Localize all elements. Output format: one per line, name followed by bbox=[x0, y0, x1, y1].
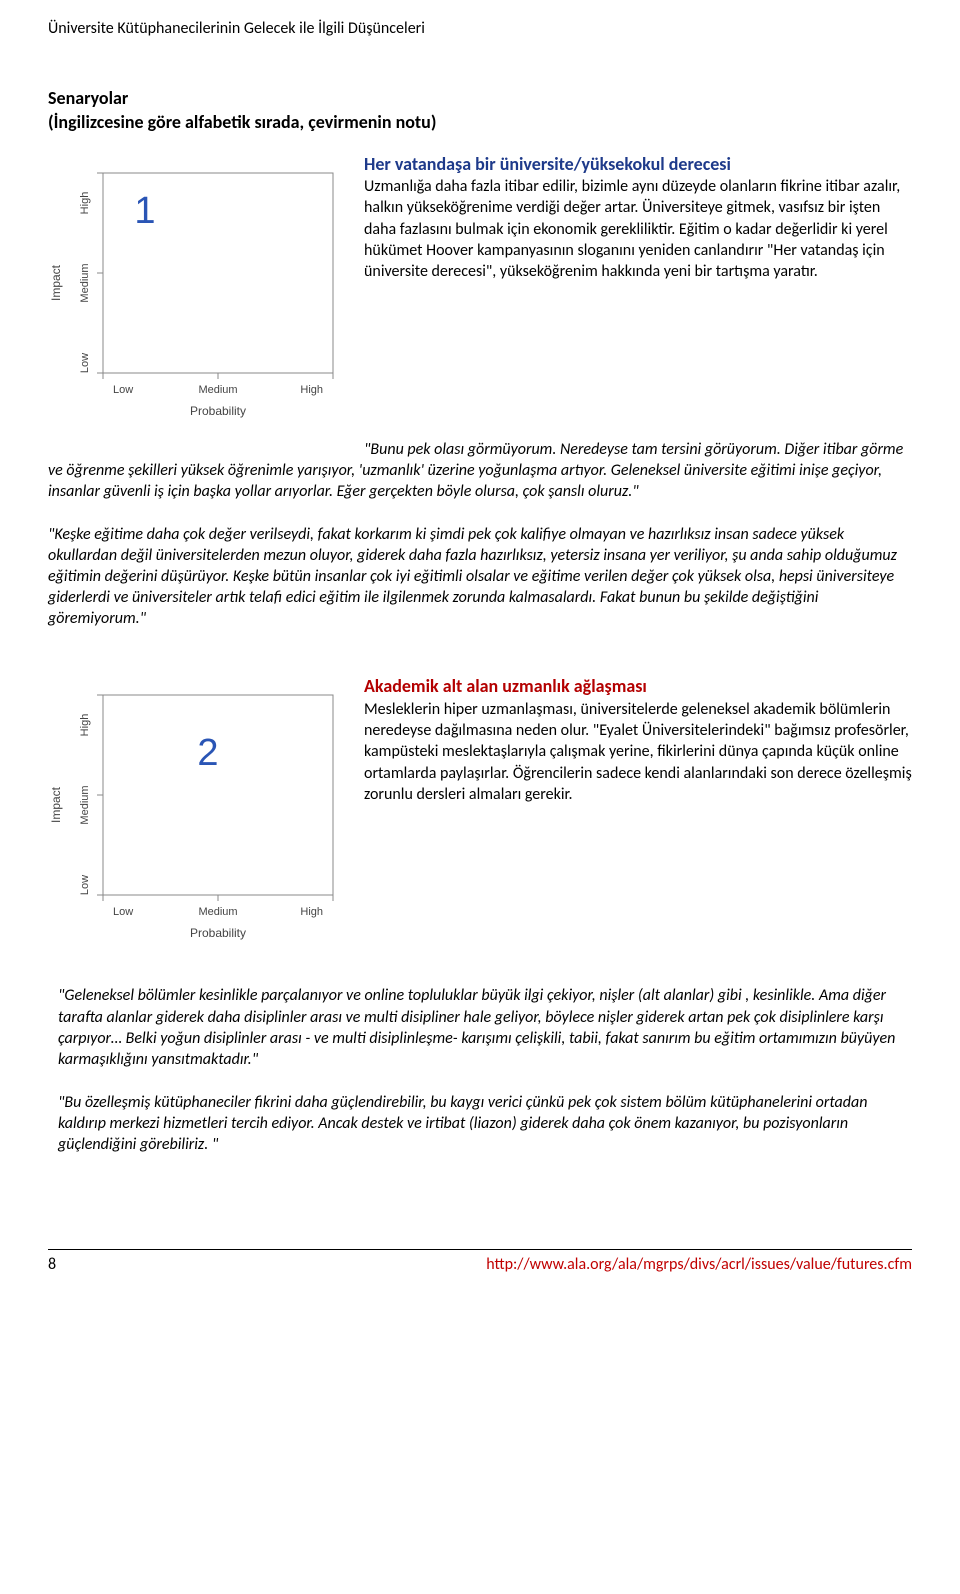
chart1-x-mid: Medium bbox=[198, 384, 237, 396]
chart1-x-low: Low bbox=[113, 384, 133, 396]
page-footer: 8 http://www.ala.org/ala/mgrps/divs/acrl… bbox=[48, 1249, 912, 1275]
scenario2-quote1: "Geleneksel bölümler kesinlikle parçalan… bbox=[48, 985, 912, 1069]
section-subheading: (İngilizcesine göre alfabetik sırada, çe… bbox=[48, 111, 912, 135]
scenario1-body: Uzmanlığa daha fazla itibar edilir, bizi… bbox=[364, 176, 912, 282]
chart2-number: 2 bbox=[197, 732, 218, 774]
chart1-x-high: High bbox=[300, 384, 323, 396]
scenario-1: Impact Low Medium High Low Medium High P… bbox=[48, 153, 912, 433]
chart2-y-high: High bbox=[79, 714, 91, 737]
chart2-y-low: Low bbox=[79, 875, 91, 895]
impact-probability-chart-1: Impact Low Medium High Low Medium High P… bbox=[48, 153, 348, 433]
chart1-y-title: Impact bbox=[49, 264, 63, 301]
chart2-x-low: Low bbox=[113, 906, 133, 918]
section-heading: Senaryolar bbox=[48, 87, 912, 111]
chart2-plot-area bbox=[103, 695, 333, 895]
chart2-x-title: Probability bbox=[190, 926, 246, 940]
chart1-x-title: Probability bbox=[190, 404, 246, 418]
chart1-number: 1 bbox=[134, 190, 155, 232]
scenario1-quote1: "Bunu pek olası görmüyorum. Neredeyse ta… bbox=[48, 439, 912, 502]
scenario-2: Impact Low Medium High Low Medium High P… bbox=[48, 675, 912, 955]
scenario1-quote2: "Keşke eğitime daha çok değer verilseydi… bbox=[48, 524, 912, 630]
chart2-x-mid: Medium bbox=[198, 906, 237, 918]
page-number: 8 bbox=[48, 1254, 56, 1275]
chart1-y-low: Low bbox=[79, 352, 91, 372]
chart1-y-high: High bbox=[79, 191, 91, 214]
scenario2-quote2: "Bu özelleşmiş kütüphaneciler fikrini da… bbox=[48, 1092, 912, 1155]
scenario1-title: Her vatandaşa bir üniversite/yüksekokul … bbox=[364, 153, 912, 177]
chart2-y-mid: Medium bbox=[79, 786, 91, 825]
scenario2-title: Akademik alt alan uzmanlık ağlaşması bbox=[364, 675, 912, 699]
chart2-y-title: Impact bbox=[49, 787, 63, 824]
chart1-y-mid: Medium bbox=[79, 263, 91, 302]
scenario1-quote1-text: "Bunu pek olası görmüyorum. Neredeyse ta… bbox=[48, 440, 903, 501]
scenario2-body: Mesleklerin hiper uzmanlaşması, üniversi… bbox=[364, 699, 912, 805]
page-header-title: Üniversite Kütüphanecilerinin Gelecek il… bbox=[48, 18, 912, 39]
impact-probability-chart-2: Impact Low Medium High Low Medium High P… bbox=[48, 675, 348, 955]
chart2-x-high: High bbox=[300, 906, 323, 918]
footer-url[interactable]: http://www.ala.org/ala/mgrps/divs/acrl/i… bbox=[486, 1254, 912, 1275]
